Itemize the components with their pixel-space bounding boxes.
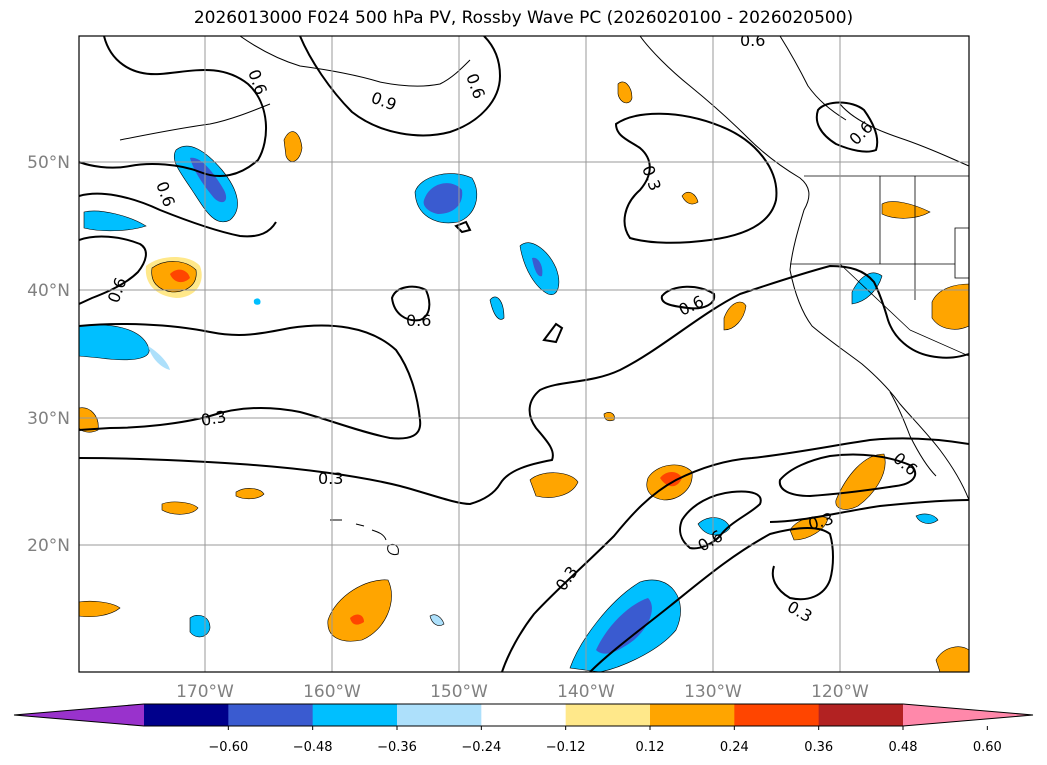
pos-anomaly-3 — [617, 81, 633, 104]
colorbar-tick-label: 0.24 — [720, 740, 749, 755]
neg-anomaly-1-core — [190, 157, 227, 203]
contour-label: 0.6 — [406, 311, 431, 330]
coastlines — [119, 36, 969, 555]
lon-label: 160°W — [303, 682, 361, 702]
lon-label: 150°W — [430, 682, 488, 702]
colorbar-segment — [312, 704, 398, 726]
colorbar-tick-label: 0.48 — [889, 740, 918, 755]
neg-anomaly-12 — [429, 614, 445, 626]
lat-label: 50°N — [27, 153, 70, 173]
lat-labels: 50°N 40°N 30°N 20°N — [27, 153, 70, 556]
map-title: 2026013000 F024 500 hPa PV, Rossby Wave … — [193, 8, 854, 28]
pos-anomaly-2 — [283, 131, 303, 162]
neg-anomaly-13 — [253, 298, 261, 305]
lat-label: 40°N — [27, 281, 70, 301]
pv-contours — [79, 36, 969, 672]
pos-anomaly-6-core — [660, 472, 682, 487]
lon-labels: 170°W 160°W 150°W 140°W 130°W 120°W — [176, 682, 869, 702]
plot-frame — [78, 35, 970, 673]
state-borders — [790, 175, 969, 357]
colorbar-segment — [144, 704, 229, 726]
pos-anomaly-4 — [327, 579, 392, 642]
neg-anomaly-8-core — [596, 598, 652, 654]
colorbar-tick-label: −0.60 — [208, 740, 248, 755]
pos-anomaly-14 — [161, 501, 199, 515]
neg-anomaly-6 — [489, 296, 505, 320]
pos-anomaly-5 — [529, 472, 579, 498]
colorbar-tick-label: 0.60 — [973, 740, 1002, 755]
pos-anomaly-1-core — [170, 269, 190, 283]
colorbar-tick-label: −0.24 — [461, 740, 501, 755]
lon-label: 170°W — [176, 682, 234, 702]
neg-anomaly-5-halo — [148, 346, 170, 370]
pos-anomaly-9 — [881, 201, 931, 219]
lon-label: 140°W — [557, 682, 615, 702]
lat-label: 20°N — [27, 536, 70, 556]
neg-anomaly-3-core — [532, 257, 543, 277]
colorbar-tick-label: 0.36 — [804, 740, 833, 755]
pos-anomaly-17 — [681, 191, 699, 205]
pos-anomaly-16 — [935, 646, 969, 672]
lon-label: 130°W — [684, 682, 742, 702]
pos-anomaly-13 — [79, 600, 121, 618]
pos-anomaly-7 — [835, 453, 886, 510]
pos-anomaly-11 — [723, 301, 747, 331]
colorbar-tick-label: −0.36 — [377, 740, 417, 755]
neg-anomaly-4 — [83, 210, 147, 232]
contour-label: 0.3 — [318, 469, 343, 488]
neg-anomaly-2-core — [423, 183, 463, 214]
colorbar-tick-label: −0.48 — [293, 740, 333, 755]
lon-label: 120°W — [811, 682, 869, 702]
pos-anomaly-10 — [931, 283, 969, 330]
neg-anomaly-11 — [915, 513, 939, 524]
neg-anomaly-9 — [697, 517, 731, 536]
graticule — [79, 36, 969, 672]
pv-shading — [79, 81, 969, 672]
colorbar-segment — [228, 704, 314, 726]
colorbar-segment — [734, 704, 820, 726]
colorbar: −0.60 −0.48 −0.36 −0.24 −0.12 0.12 0.24 0.36 0.4… — [13, 703, 1034, 755]
colorbar-segment — [565, 704, 651, 726]
pos-anomaly-4-core — [350, 614, 364, 625]
colorbar-tick-label: 0.12 — [636, 740, 665, 755]
plot-area: 0.6 0.9 0.6 0.6 0.3 0.6 0.6 0.6 0.6 0.6 … — [79, 31, 969, 672]
colorbar-segment — [397, 704, 482, 726]
colorbar-min-extend — [14, 704, 144, 726]
pos-anomaly-15 — [235, 488, 265, 500]
neg-anomaly-10 — [851, 272, 883, 305]
colorbar-segment — [650, 704, 735, 726]
contour-label: 0.6 — [740, 31, 765, 50]
colorbar-max-extend — [903, 704, 1033, 726]
colorbar-segment — [818, 704, 904, 726]
colorbar-segment — [481, 704, 567, 726]
lat-label: 30°N — [27, 409, 70, 429]
contour-label: 0.3 — [199, 407, 227, 430]
colorbar-tick-label: −0.12 — [546, 740, 586, 755]
